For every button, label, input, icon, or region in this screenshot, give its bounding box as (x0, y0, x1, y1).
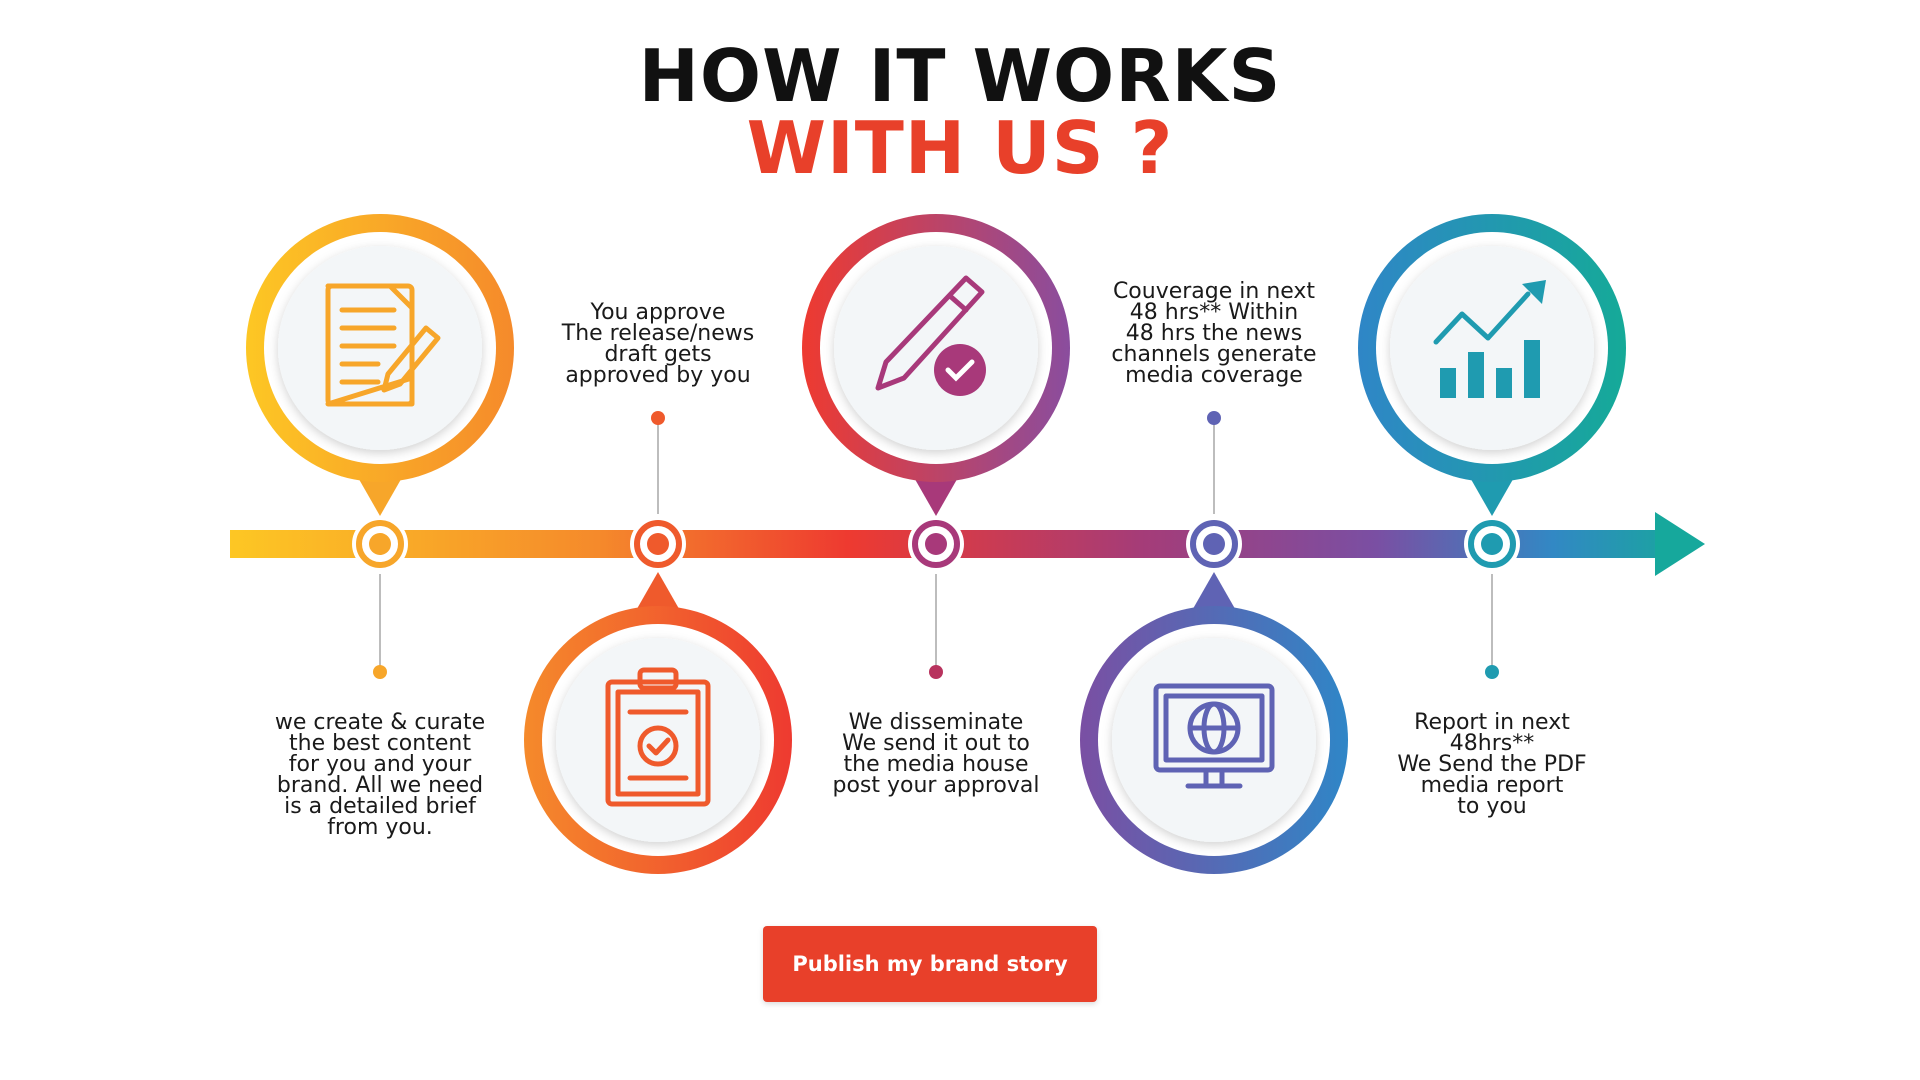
step-4 (1080, 411, 1348, 874)
clipboard-check-icon (605, 667, 711, 807)
pin-inner-disc (1112, 638, 1316, 842)
document-pencil-icon (325, 283, 441, 407)
timeline-node-dot (925, 533, 947, 555)
pin-pointer (912, 474, 960, 516)
step-text-line: is a detailed brief (284, 794, 476, 819)
connector-dot (651, 411, 665, 425)
step-3 (802, 214, 1070, 679)
step-2 (524, 411, 792, 874)
step-text-line: to you (1457, 794, 1527, 819)
step-text-line: the best content (289, 731, 471, 756)
step-text-line: the media house (843, 752, 1029, 777)
step-text-line: We Send the PDF (1397, 752, 1587, 777)
step-text-line: 48 hrs the news (1125, 321, 1303, 346)
step-text-line: approved by you (565, 363, 751, 388)
step-text-line: The release/news (561, 321, 755, 346)
step-text-line: 48hrs** (1449, 731, 1535, 756)
step-1 (246, 214, 514, 679)
step-4-description: Couverage in next 48 hrs** Within 48 hrs t… (1064, 279, 1364, 388)
step-text-line: we create & curate (274, 710, 486, 735)
pin-pointer (634, 572, 682, 614)
step-text-line: for you and your (288, 752, 472, 777)
step-text-line: media coverage (1125, 363, 1303, 388)
connector-dot (1485, 665, 1499, 679)
pin-pointer (1468, 474, 1516, 516)
step-text-line: draft gets (604, 342, 712, 367)
pin-inner-disc (834, 246, 1038, 450)
page-title-line2: WITH US ? (746, 106, 1174, 190)
step-2-description: You approve The release/news draft gets app… (508, 300, 808, 388)
step-5 (1358, 214, 1626, 679)
step-3-description: We disseminate We send it out to the media… (786, 710, 1086, 798)
connector-dot (373, 665, 387, 679)
timeline-node-dot (1481, 533, 1503, 555)
connector-dot (1207, 411, 1221, 425)
step-5-description: Report in next 48hrs** We Send the PDF medi… (1342, 710, 1642, 819)
step-text-line: Report in next (1414, 710, 1570, 735)
timeline-node-dot (1203, 533, 1225, 555)
growth-chart-icon (1433, 280, 1546, 398)
step-text-line: channels generate (1111, 342, 1317, 367)
pin-pointer (1190, 572, 1238, 614)
step-text-line: You approve (590, 300, 726, 325)
timeline-arrowhead (1655, 512, 1705, 576)
page-title-line1: HOW IT WORKS (638, 34, 1282, 118)
step-text-line: Couverage in next (1112, 279, 1316, 304)
publish-brand-story-button[interactable]: Publish my brand story (763, 926, 1097, 1002)
step-text-line: post your approval (832, 773, 1040, 798)
step-text-line: brand. All we need (276, 773, 484, 798)
timeline-node-dot (369, 533, 391, 555)
monitor-globe-icon (1153, 683, 1275, 789)
connector-dot (929, 665, 943, 679)
step-text-line: media report (1420, 773, 1564, 798)
pin-pointer (356, 474, 404, 516)
timeline-node-dot (647, 533, 669, 555)
step-text-line: 48 hrs** Within (1129, 300, 1299, 325)
step-text-line: from you. (327, 815, 433, 840)
step-1-description: we create & curate the best content for yo… (230, 710, 530, 840)
step-text-line: We disseminate (848, 710, 1024, 735)
pencil-check-icon (875, 275, 986, 396)
pin-inner-disc (1390, 246, 1594, 450)
step-text-line: We send it out to (842, 731, 1030, 756)
